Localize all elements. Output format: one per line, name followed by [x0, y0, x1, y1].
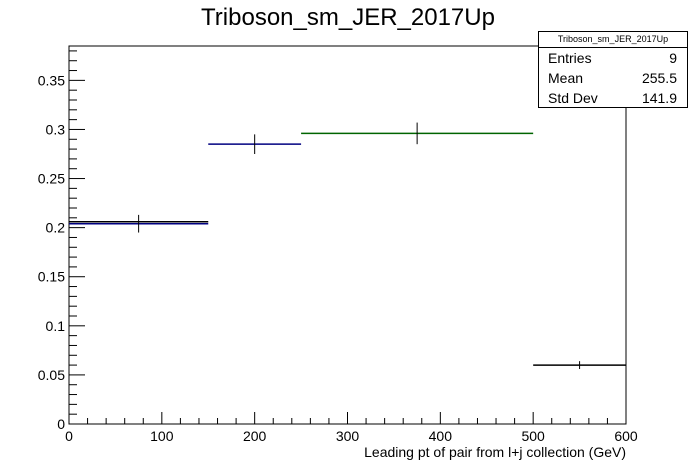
- x-tick-label: 200: [243, 428, 267, 444]
- stats-label: Entries: [548, 50, 592, 66]
- stats-value: 255.5: [641, 70, 677, 86]
- y-tick-label: 0.3: [46, 121, 66, 137]
- y-tick-label: 0: [57, 416, 65, 432]
- stats-box: Triboson_sm_JER_2017Up Entries 9 Mean 25…: [538, 31, 688, 108]
- stats-label: Std Dev: [548, 90, 598, 106]
- x-tick-label: 300: [336, 428, 360, 444]
- stats-label: Mean: [548, 70, 584, 86]
- x-tick-label: 600: [614, 428, 638, 444]
- stats-value: 141.9: [641, 90, 677, 106]
- stats-value: 9: [669, 50, 677, 66]
- y-tick-label: 0.2: [46, 220, 66, 236]
- histogram-bins: [69, 122, 626, 370]
- x-tick-label: 100: [150, 428, 174, 444]
- stats-row-mean: Mean 255.5: [539, 68, 687, 88]
- y-tick-label: 0.25: [38, 171, 65, 187]
- x-tick-label: 0: [65, 428, 73, 444]
- x-axis-label: Leading pt of pair from l+j collection (…: [364, 444, 626, 460]
- y-tick-label: 0.05: [38, 367, 65, 383]
- y-tick-label: 0.35: [38, 72, 65, 88]
- y-tick-label: 0.1: [46, 318, 66, 334]
- stats-title: Triboson_sm_JER_2017Up: [539, 32, 687, 48]
- chart-title: Triboson_sm_JER_2017Up: [201, 4, 495, 31]
- y-tick-label: 0.15: [38, 269, 65, 285]
- x-tick-label: 400: [429, 428, 453, 444]
- stats-row-entries: Entries 9: [539, 48, 687, 68]
- stats-row-std-dev: Std Dev 141.9: [539, 88, 687, 108]
- plot-axes: 0 100 200 300 400 500 600 0 0.05 0.1 0.15 0.2 0.25 0.…: [38, 45, 638, 444]
- x-tick-label: 500: [521, 428, 545, 444]
